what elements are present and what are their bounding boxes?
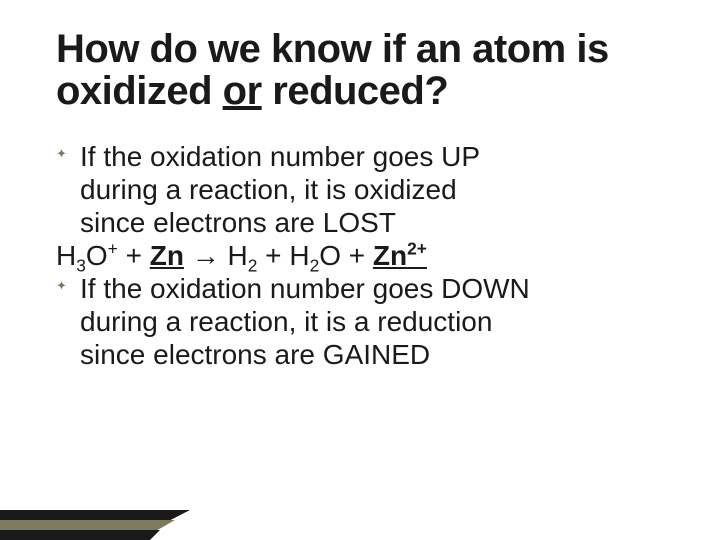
eq-zn: Zn [150, 240, 184, 271]
slide-title: How do we know if an atom is oxidized or… [56, 28, 670, 112]
eq-zn2: Zn2+ [373, 240, 427, 271]
chemical-equation: H3O+ + Zn → H2 + H2O + Zn2+ [56, 239, 670, 272]
eq-h2o-h: H [289, 240, 309, 271]
title-line2-pre: oxidized [56, 69, 223, 113]
slide: How do we know if an atom is oxidized or… [0, 0, 720, 540]
bullet-1-line3: since electrons are LOST [80, 207, 396, 238]
eq-h2o-o: O [319, 240, 341, 271]
eq-arrow: → [184, 240, 228, 271]
eq-h3o-o: O [86, 240, 108, 271]
bullet-1: If the oxidation number goes UP during a… [76, 140, 670, 239]
eq-plus2: + [257, 240, 289, 271]
bullet-1-line2: during a reaction, it is oxidized [80, 174, 457, 205]
slide-body: If the oxidation number goes UP during a… [56, 140, 670, 371]
corner-decoration [0, 480, 240, 540]
title-line2-post: reduced? [262, 69, 449, 113]
bullet-1-line1: If the oxidation number goes UP [80, 141, 480, 172]
eq-zn2-sup: 2+ [407, 239, 427, 259]
bullet-2-line1: If the oxidation number goes DOWN [80, 273, 530, 304]
eq-h2-h: H [228, 240, 248, 271]
bullet-2: If the oxidation number goes DOWN during… [76, 272, 670, 371]
eq-zn2-zn: Zn [373, 240, 407, 271]
bullet-2-line3: since electrons are GAINED [80, 339, 430, 370]
eq-h3o-h: H [56, 240, 76, 271]
eq-h3o-plus: + [108, 239, 118, 259]
eq-plus3: + [341, 240, 373, 271]
eq-plus1: + [118, 240, 150, 271]
title-line1: How do we know if an atom is [56, 27, 609, 71]
title-line2-underlined: or [223, 69, 262, 113]
bullet-2-line2: during a reaction, it is a reduction [80, 306, 492, 337]
